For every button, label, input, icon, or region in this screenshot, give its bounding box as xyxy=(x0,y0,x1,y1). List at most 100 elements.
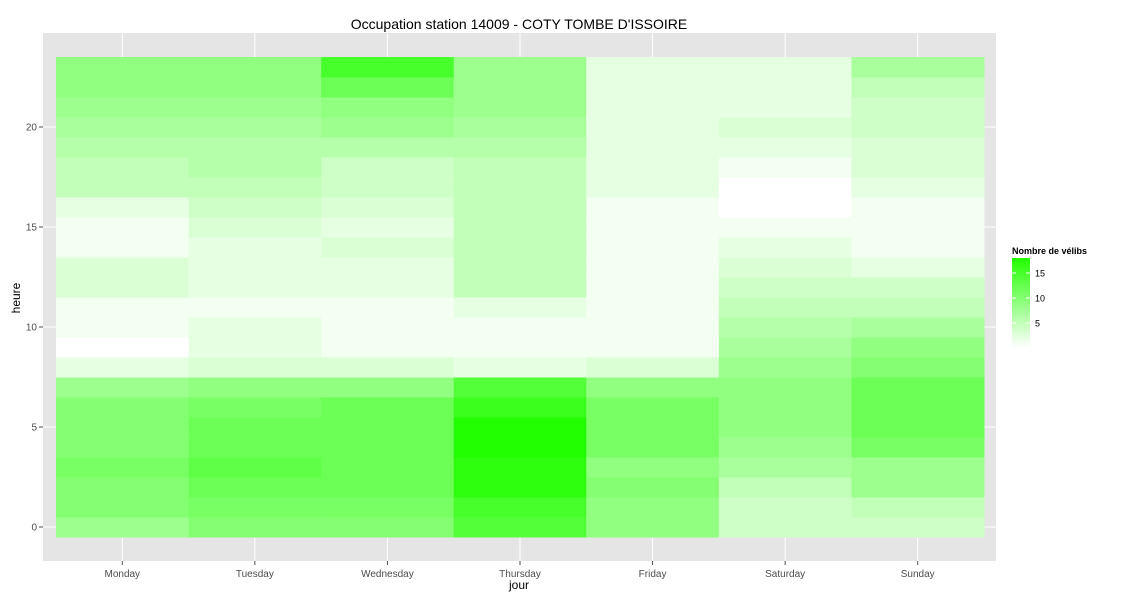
heatmap-cell xyxy=(718,317,852,338)
heatmap-cell xyxy=(188,177,322,198)
heatmap-cell xyxy=(321,297,455,318)
heatmap-cell xyxy=(188,317,322,338)
heatmap-cell xyxy=(56,377,190,398)
heatmap-cell xyxy=(851,297,985,318)
heatmap-cell xyxy=(586,497,720,518)
heatmap-cell xyxy=(718,277,852,298)
heatmap-cell xyxy=(586,77,720,98)
heatmap-cell xyxy=(453,397,587,418)
heatmap-cell xyxy=(453,337,587,358)
heatmap-cell xyxy=(56,297,190,318)
heatmap-cell xyxy=(56,237,190,258)
heatmap-cell xyxy=(851,257,985,278)
legend-tick-label: 10 xyxy=(1035,294,1045,304)
heatmap-cell xyxy=(321,197,455,218)
heatmap-cell xyxy=(321,117,455,138)
heatmap-cell xyxy=(586,457,720,478)
y-axis-title: heure xyxy=(9,282,23,313)
heatmap-cell xyxy=(321,377,455,398)
heatmap-cell xyxy=(586,257,720,278)
heatmap-cell xyxy=(56,317,190,338)
x-tick-label: Saturday xyxy=(765,569,805,580)
heatmap-cell xyxy=(718,237,852,258)
heatmap-cell xyxy=(851,317,985,338)
heatmap-cell xyxy=(188,257,322,278)
heatmap-cell xyxy=(188,517,322,538)
heatmap-cell xyxy=(56,197,190,218)
heatmap-cell xyxy=(56,437,190,458)
heatmap-cell xyxy=(56,477,190,498)
heatmap-cell xyxy=(321,317,455,338)
heatmap-cell xyxy=(321,477,455,498)
heatmap-cell xyxy=(453,497,587,518)
heatmap-cell xyxy=(851,157,985,178)
heatmap-cell xyxy=(851,177,985,198)
heatmap-cell xyxy=(453,257,587,278)
heatmap-cell xyxy=(56,97,190,118)
heatmap-cell xyxy=(453,137,587,158)
heatmap-cell xyxy=(453,477,587,498)
heatmap-cell xyxy=(321,57,455,78)
heatmap-cell xyxy=(321,157,455,178)
heatmap-cell xyxy=(718,57,852,78)
y-tick-label: 0 xyxy=(31,523,37,534)
heatmap-cell xyxy=(586,177,720,198)
heatmap-cell xyxy=(586,137,720,158)
legend-tick-label: 15 xyxy=(1035,269,1045,279)
heatmap-cell xyxy=(56,397,190,418)
heatmap-cell xyxy=(56,77,190,98)
x-tick-label: Wednesday xyxy=(361,569,414,580)
heatmap-cell xyxy=(718,517,852,538)
heatmap-cell xyxy=(851,517,985,538)
heatmap-cell xyxy=(851,397,985,418)
heatmap-cell xyxy=(586,117,720,138)
heatmap-cell xyxy=(718,357,852,378)
heatmap-cell xyxy=(453,57,587,78)
heatmap-cell xyxy=(851,117,985,138)
heatmap-cell xyxy=(586,417,720,438)
heatmap-cell xyxy=(453,197,587,218)
heatmap-cell xyxy=(851,377,985,398)
heatmap-cell xyxy=(188,157,322,178)
heatmap-cell xyxy=(321,457,455,478)
heatmap-cell xyxy=(188,277,322,298)
heatmap-cell xyxy=(188,77,322,98)
heatmap-cell xyxy=(586,357,720,378)
heatmap-cell xyxy=(453,217,587,238)
heatmap-cell xyxy=(56,257,190,278)
heatmap-cell xyxy=(851,137,985,158)
heatmap-cell xyxy=(851,357,985,378)
heatmap-cell xyxy=(718,337,852,358)
heatmap-cell xyxy=(586,317,720,338)
heatmap-cell xyxy=(56,357,190,378)
heatmap-cell xyxy=(321,257,455,278)
heatmap-cell xyxy=(851,57,985,78)
heatmap-cell xyxy=(56,177,190,198)
heatmap-cell xyxy=(56,57,190,78)
heatmap-cell xyxy=(718,157,852,178)
heatmap-cell xyxy=(453,277,587,298)
heatmap-cell xyxy=(188,197,322,218)
heatmap-cell xyxy=(56,137,190,158)
heatmap-cell xyxy=(586,337,720,358)
heatmap-cell xyxy=(586,157,720,178)
heatmap-cell xyxy=(56,497,190,518)
heatmap-cell xyxy=(718,217,852,238)
y-axis-ticks: 0 5 10 15 20 xyxy=(26,123,43,534)
y-tick-label: 5 xyxy=(31,423,37,434)
x-tick-label: Thursday xyxy=(499,569,541,580)
heatmap-cell xyxy=(188,377,322,398)
heatmap-cell xyxy=(321,497,455,518)
x-tick-label: Tuesday xyxy=(236,569,274,580)
heatmap-cell xyxy=(188,237,322,258)
heatmap-cell xyxy=(851,437,985,458)
heatmap-cell xyxy=(718,497,852,518)
heatmap-cell xyxy=(321,417,455,438)
heatmap-cell xyxy=(453,237,587,258)
color-legend: Nombre de vélibs 5 10 15 xyxy=(1012,246,1087,348)
heatmap-cell xyxy=(321,357,455,378)
heatmap-cell xyxy=(188,437,322,458)
heatmap-cell xyxy=(851,337,985,358)
heatmap-cell xyxy=(56,457,190,478)
